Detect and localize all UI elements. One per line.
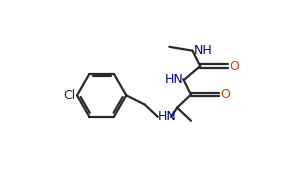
Text: Cl: Cl bbox=[63, 89, 76, 102]
Text: HN: HN bbox=[158, 110, 177, 123]
Text: O: O bbox=[220, 88, 230, 101]
Text: HN: HN bbox=[165, 73, 183, 86]
Text: O: O bbox=[230, 60, 239, 73]
Text: NH: NH bbox=[193, 44, 212, 57]
